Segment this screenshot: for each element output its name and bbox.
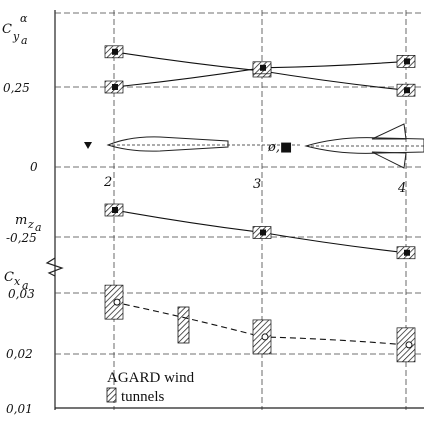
data-point-0-0-2 (404, 87, 410, 94)
data-point-2-0-2 (405, 341, 413, 349)
ytick-mz-025: -0,25 (6, 231, 37, 245)
series-layer (104, 45, 416, 363)
data-point-0-1-1 (260, 64, 266, 71)
ytick-cy-025: 0,25 (3, 81, 30, 95)
mz-label-z: z (27, 218, 34, 231)
cy-label-c: C (2, 22, 12, 37)
mz-label-m: m (15, 213, 27, 228)
aircraft-sketch-icon (304, 123, 424, 169)
mz-label-a: a (35, 221, 42, 234)
legend-line2: tunnels (121, 389, 164, 405)
legend-hatch-icon (106, 387, 117, 403)
data-point-0-1-0 (112, 84, 118, 90)
cx-label-x: x (14, 275, 21, 288)
data-point-1-0-2 (404, 249, 410, 256)
xtick-4: 4 (397, 181, 406, 196)
cy-label-y: y (12, 30, 20, 43)
ytick-zero: 0 (30, 160, 38, 174)
model-symbol-label: ø,■ (267, 140, 292, 155)
cx-label-c: C (4, 270, 14, 285)
cx-label-a: a (22, 279, 29, 292)
missile-sketch-icon (106, 136, 300, 152)
xtick-3: 3 (253, 177, 261, 192)
agard-bar (177, 306, 190, 344)
cy-axis-label: C y a α (2, 12, 28, 47)
data-point-2-0-1 (261, 333, 269, 341)
ytick-cx-001: 0,01 (6, 402, 33, 416)
xtick-2: 2 (103, 175, 112, 190)
data-point-2-0-0 (113, 298, 121, 306)
data-point-0-1-2 (404, 58, 410, 65)
ytick-cx-003: 0,03 (8, 287, 35, 301)
model-symbol-triangle-icon (84, 142, 92, 149)
axis-break-icon (45, 257, 64, 277)
cy-label-alpha: α (20, 12, 28, 25)
data-point-1-0-1 (260, 229, 266, 236)
cy-label-a: a (21, 34, 28, 47)
data-point-0-0-0 (112, 48, 118, 55)
cx-axis-label: C x a (4, 270, 29, 292)
mz-axis-label: m z a (15, 213, 42, 234)
legend: AGARD wind tunnels (106, 370, 195, 405)
legend-line1: AGARD wind (107, 370, 195, 386)
ytick-cx-002: 0,02 (6, 347, 33, 361)
data-point-1-0-0 (112, 207, 118, 213)
